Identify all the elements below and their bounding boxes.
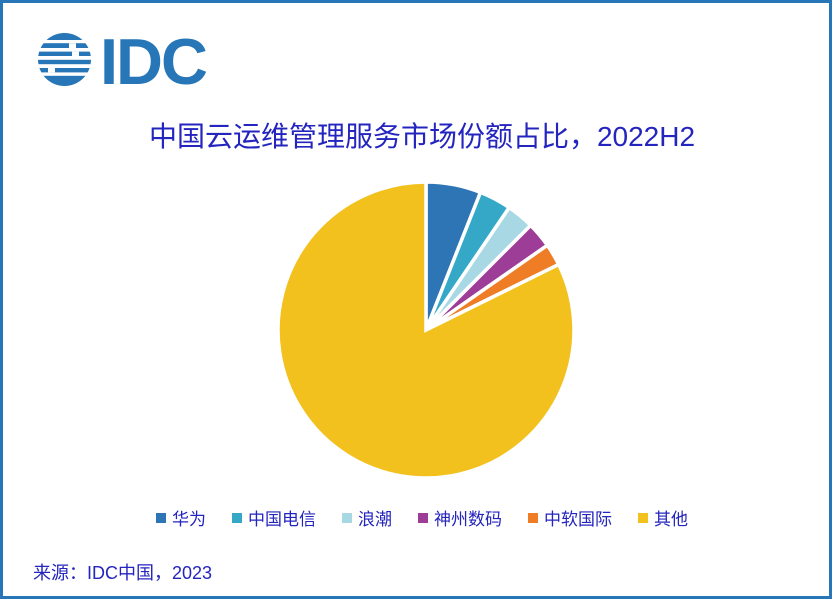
legend-label: 其他: [654, 510, 688, 529]
legend-item-4: 神州数码: [418, 505, 502, 530]
source-note: 来源：IDC中国，2023: [33, 563, 213, 583]
legend-label: 华为: [172, 510, 206, 529]
legend-item-5: 中软国际: [528, 505, 612, 530]
legend-label: 浪潮: [358, 510, 392, 529]
pie-slice-6: [276, 180, 576, 480]
idc-globe-icon: [36, 33, 93, 86]
legend-swatch-icon: [342, 512, 352, 523]
legend-item-2: 中国电信: [232, 505, 316, 530]
idc-logo: IDC: [36, 24, 208, 98]
legend-swatch-icon: [156, 512, 166, 523]
legend-swatch-icon: [418, 512, 428, 523]
pie-chart: [266, 170, 586, 490]
chart-title: 中国云运维管理服务市场份额占比，2022H2: [148, 121, 696, 152]
legend-swatch-icon: [232, 512, 242, 523]
legend-swatch-icon: [638, 512, 648, 523]
chart-legend: 华为 中国电信 浪潮 神州数码 中软国际 其他: [3, 505, 829, 530]
legend-swatch-icon: [528, 512, 538, 523]
legend-item-6: 其他: [638, 505, 688, 530]
legend-label: 中软国际: [544, 510, 612, 529]
legend-label: 中国电信: [248, 510, 316, 529]
legend-item-1: 华为: [156, 505, 206, 530]
legend-item-3: 浪潮: [342, 505, 392, 530]
legend-label: 神州数码: [434, 510, 502, 529]
idc-logo-text: IDC: [100, 24, 208, 98]
